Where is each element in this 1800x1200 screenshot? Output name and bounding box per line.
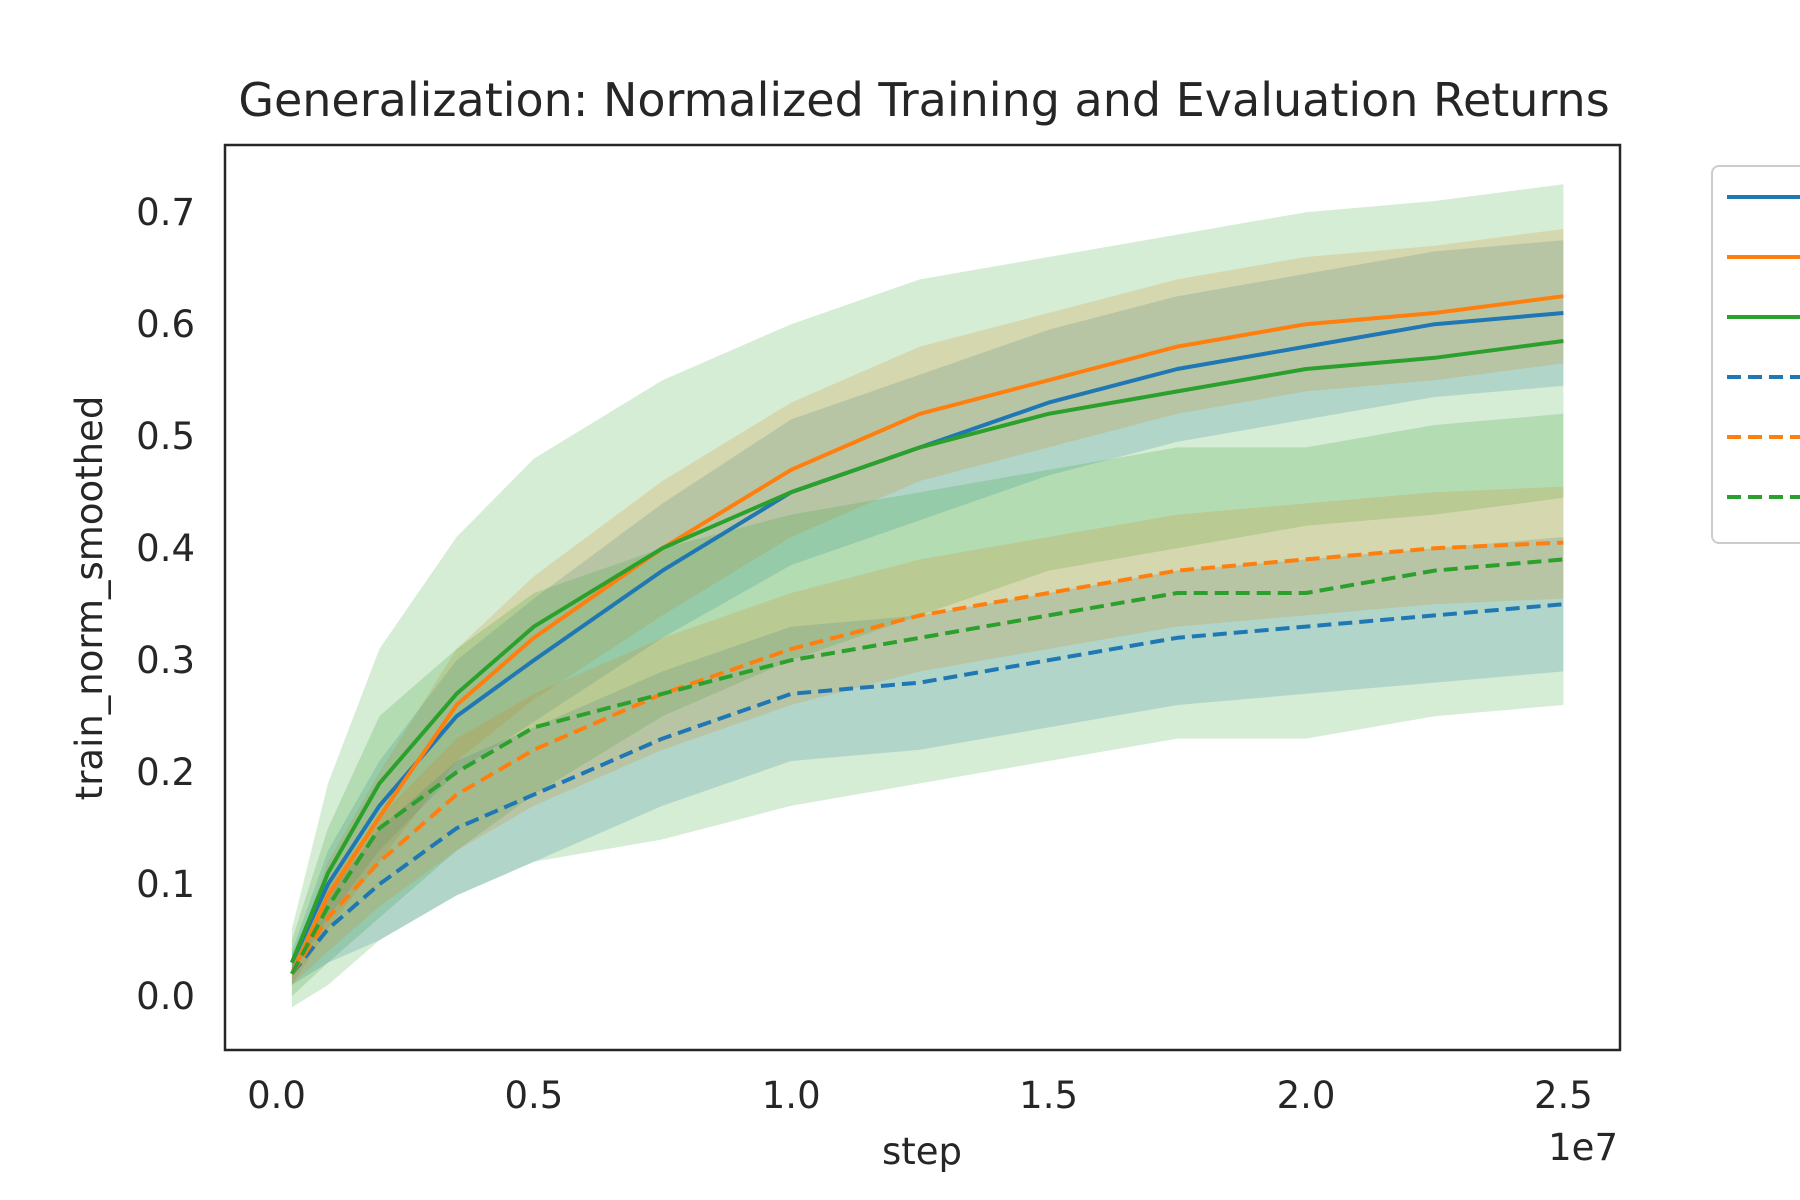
y-tick-label: 0.5: [136, 415, 195, 458]
series-4-line: [290, 602, 1564, 976]
y-tick-label: 0.4: [136, 527, 195, 570]
y-axis-label: train_norm_smoothed: [68, 396, 111, 801]
y-tick-label: 0.7: [136, 191, 195, 234]
series-3-band: [291, 184, 1564, 997]
series-3-line: [290, 339, 1564, 964]
series-2-band: [291, 229, 1564, 985]
y-tick-label: 0.0: [136, 975, 195, 1018]
series-2-line: [290, 294, 1564, 975]
legend-frame: [1711, 165, 1800, 544]
series-5-line: [290, 540, 1564, 975]
series-lines: [290, 294, 1564, 976]
y-tick-label: 0.3: [136, 639, 195, 682]
legend: [1711, 165, 1800, 544]
series-1-band: [291, 240, 1564, 974]
y-tick-label: 0.1: [136, 863, 195, 906]
x-tick-label: 0.5: [504, 1074, 563, 1117]
y-tick-label: 0.6: [136, 303, 195, 346]
plot-frame: [223, 143, 1622, 1052]
y-tick-label: 0.2: [136, 751, 195, 794]
x-tick-label: 2.5: [1534, 1074, 1593, 1117]
x-axis-label: step: [882, 1130, 962, 1173]
series-6-band: [291, 413, 1564, 1008]
confidence-bands: [291, 184, 1564, 1008]
chart-title: Generalization: Normalized Training and …: [238, 73, 1609, 127]
x-tick-label: 1.0: [762, 1074, 821, 1117]
x-tick-label: 0.0: [247, 1074, 306, 1117]
y-tick-labels: 0.0 0.1 0.2 0.3 0.4 0.5 0.6 0.7: [136, 191, 195, 1018]
series-5-band: [291, 486, 1564, 985]
x-tick-label: 2.0: [1277, 1074, 1336, 1117]
legend-items: [1727, 195, 1800, 499]
x-tick-labels: 0.0 0.5 1.0 1.5 2.0 2.5: [247, 1074, 1593, 1117]
series-4-band: [291, 537, 1564, 985]
x-axis-offset-label: 1e7: [1548, 1126, 1618, 1169]
x-tick-label: 1.5: [1019, 1074, 1078, 1117]
series-6-line: [290, 557, 1564, 975]
